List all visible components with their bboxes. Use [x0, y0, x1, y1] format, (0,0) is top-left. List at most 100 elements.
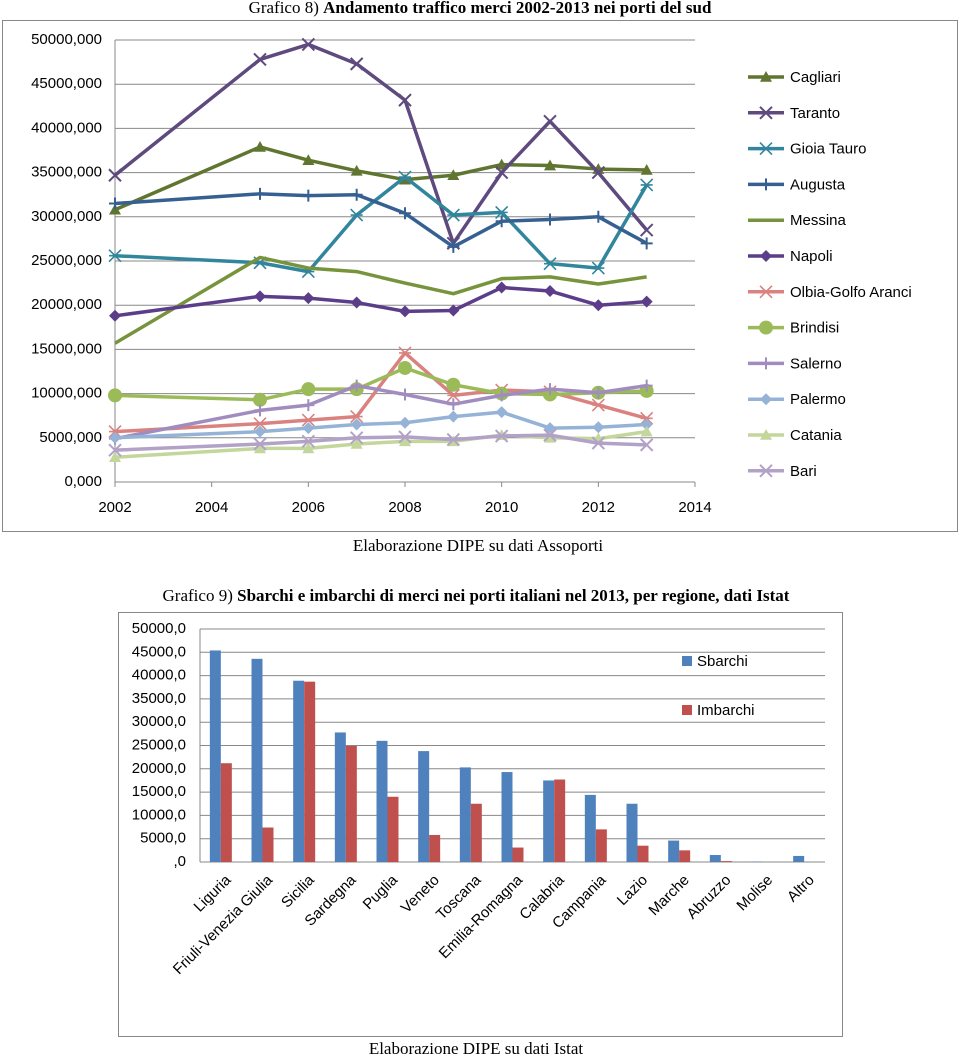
- marker: [253, 417, 267, 431]
- marker: [640, 163, 653, 175]
- chart-label: Grafico 8): [249, 0, 319, 17]
- bar: [637, 845, 649, 862]
- marker: [302, 442, 315, 454]
- bar: [293, 680, 305, 862]
- chart-label: Grafico 9): [163, 586, 233, 605]
- marker: [350, 208, 364, 222]
- legend-label: Palermo: [790, 391, 846, 408]
- marker: [640, 237, 653, 250]
- x-tick-label: 2004: [195, 499, 228, 516]
- marker: [254, 187, 266, 200]
- bar: [459, 767, 471, 862]
- series-line: [114, 366, 647, 402]
- marker: [760, 71, 772, 82]
- marker: [254, 404, 266, 417]
- marker: [639, 223, 654, 237]
- marker: [254, 290, 266, 303]
- marker: [543, 114, 557, 129]
- bar: [720, 861, 732, 862]
- marker: [350, 164, 363, 176]
- bar: [470, 803, 482, 862]
- marker: [495, 215, 508, 228]
- y-tick-label: 15000,0: [132, 783, 186, 800]
- marker: [640, 411, 654, 425]
- bar: [220, 763, 232, 862]
- marker: [591, 165, 606, 180]
- legend-label: Gioia Tauro: [790, 141, 866, 158]
- chart-source: Elaborazione DIPE su dati Istat: [369, 1039, 584, 1058]
- x-tick-label: 2002: [98, 499, 131, 516]
- marker: [494, 165, 509, 180]
- marker: [399, 207, 411, 220]
- series-line: [114, 433, 647, 452]
- legend-label: Sbarchi: [697, 653, 748, 670]
- marker: [640, 178, 654, 192]
- marker: [543, 428, 557, 442]
- marker: [446, 432, 461, 447]
- bar: [262, 827, 274, 862]
- marker: [495, 158, 508, 170]
- marker: [591, 261, 605, 275]
- x-tick-label: Altro: [784, 872, 818, 906]
- y-tick-label: 40000,000: [31, 119, 102, 136]
- legend-swatch: [682, 705, 692, 715]
- x-tick-label: 2006: [292, 499, 325, 516]
- marker: [398, 430, 412, 444]
- marker: [108, 443, 122, 457]
- x-tick-label: Sicilia: [278, 871, 318, 911]
- marker: [109, 309, 121, 322]
- marker: [108, 388, 122, 403]
- marker: [495, 281, 508, 294]
- bar: [429, 834, 441, 862]
- x-tick-label: Puglia: [360, 871, 402, 913]
- bar: [679, 850, 691, 862]
- series-line: [114, 255, 647, 345]
- marker: [254, 442, 266, 454]
- marker: [495, 389, 508, 402]
- marker: [302, 422, 315, 435]
- bar: [595, 829, 607, 862]
- marker: [759, 142, 773, 156]
- chart-frame: [2, 20, 958, 532]
- marker: [398, 93, 412, 107]
- marker: [544, 285, 556, 298]
- marker: [759, 285, 773, 299]
- y-tick-label: 30000,0: [132, 713, 186, 730]
- series-line: [114, 145, 647, 212]
- legend-swatch: [682, 656, 692, 666]
- marker: [254, 425, 266, 438]
- y-tick-label: 35000,000: [31, 164, 102, 181]
- marker: [447, 398, 460, 411]
- marker: [640, 425, 653, 437]
- marker: [399, 305, 411, 318]
- legend-label: Cagliari: [790, 69, 841, 86]
- bar: [512, 847, 524, 862]
- y-tick-label: 25000,0: [132, 736, 186, 753]
- bar: [418, 751, 430, 862]
- marker: [495, 406, 508, 419]
- marker: [399, 388, 411, 401]
- legend-label: Catania: [790, 427, 842, 444]
- chart-source: Elaborazione DIPE su dati Assoporti: [353, 536, 604, 555]
- marker: [302, 399, 315, 412]
- y-tick-label: 10000,000: [31, 385, 102, 402]
- legend-label: Augusta: [790, 176, 846, 193]
- bar: [387, 796, 399, 862]
- marker: [350, 437, 363, 449]
- series-line: [114, 285, 647, 318]
- series-line: [114, 410, 647, 440]
- y-tick-label: 5000,0: [140, 830, 186, 847]
- series-line: [114, 351, 648, 434]
- marker: [108, 249, 122, 263]
- x-tick-label: 2008: [388, 499, 421, 516]
- marker: [592, 299, 605, 312]
- series-line: [114, 175, 649, 274]
- marker: [495, 205, 509, 219]
- marker: [301, 37, 316, 52]
- marker: [350, 418, 363, 431]
- marker: [446, 208, 460, 222]
- marker: [760, 393, 772, 406]
- marker: [592, 210, 605, 223]
- marker: [494, 429, 509, 443]
